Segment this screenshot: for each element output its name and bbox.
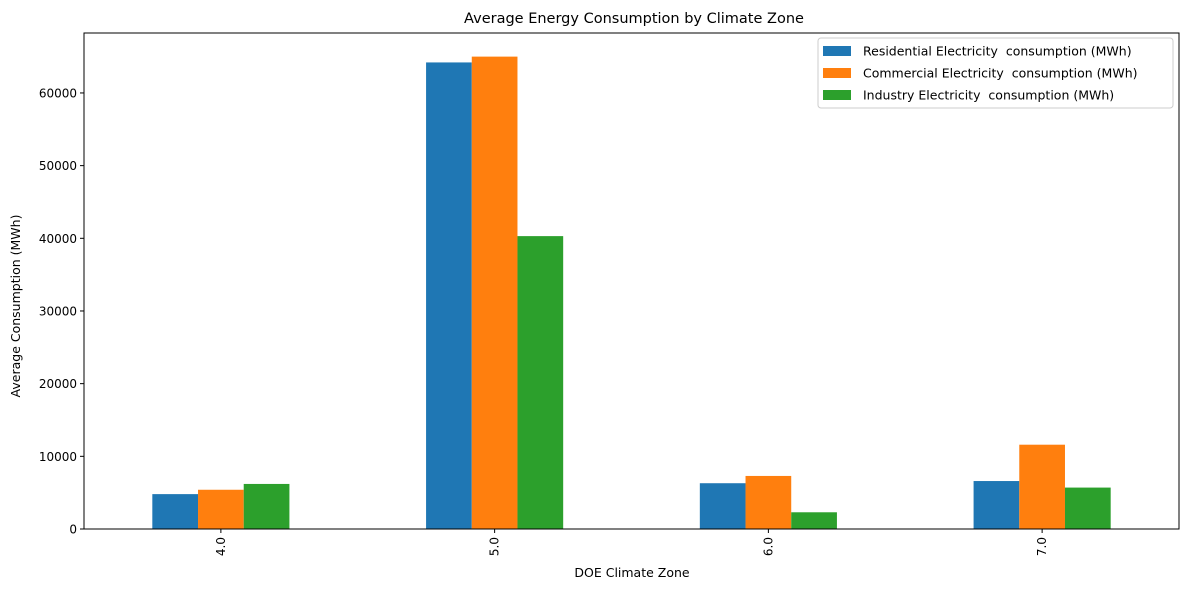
y-tick-label: 60000 — [39, 86, 77, 100]
plot-area: 0 10000 20000 30000 40000 50000 60000 4.0 5.0 6.0… — [39, 32, 1180, 556]
bar-series1-cat0 — [198, 489, 244, 529]
x-tick-label: 4.0 — [214, 537, 228, 556]
x-axis-label: DOE Climate Zone — [574, 565, 690, 580]
bar-series2-cat2 — [791, 512, 837, 529]
legend: Residential Electricity consumption (MWh… — [817, 37, 1174, 109]
bar-series2-cat1 — [517, 236, 564, 529]
y-tick-label: 20000 — [39, 377, 77, 391]
bar-series2-cat0 — [243, 483, 290, 529]
bar-series0-cat1 — [426, 62, 472, 530]
bar-series2-cat3 — [1064, 487, 1111, 529]
legend-label: Industry Electricity consumption (MWh) — [863, 88, 1114, 103]
legend-box — [817, 37, 1174, 109]
bar-series1-cat2 — [745, 475, 792, 529]
bar-series0-cat3 — [973, 481, 1020, 529]
y-tick-label: 0 — [69, 523, 77, 537]
y-tick-label: 50000 — [39, 159, 77, 173]
bar-series1-cat1 — [471, 56, 518, 530]
y-axis-label: Average Consumption (MWh) — [8, 215, 23, 398]
axes-frame — [83, 32, 1180, 530]
x-tick-label: 7.0 — [1035, 537, 1049, 556]
legend-swatch — [823, 68, 851, 78]
legend-label: Commercial Electricity consumption (MWh) — [863, 66, 1138, 81]
x-tick-label: 6.0 — [761, 537, 775, 556]
bar-series0-cat0 — [152, 494, 199, 529]
legend-label: Residential Electricity consumption (MWh… — [863, 44, 1132, 59]
x-tick-label: 5.0 — [488, 537, 502, 556]
chart-title: Average Energy Consumption by Climate Zo… — [464, 11, 804, 27]
legend-swatch — [823, 46, 851, 56]
bar-series0-cat2 — [699, 483, 746, 529]
bar-series1-cat3 — [1019, 444, 1065, 529]
y-tick-label: 30000 — [39, 304, 77, 318]
y-tick-label: 10000 — [39, 450, 77, 464]
legend-swatch — [823, 90, 851, 100]
y-tick-label: 40000 — [39, 232, 77, 246]
